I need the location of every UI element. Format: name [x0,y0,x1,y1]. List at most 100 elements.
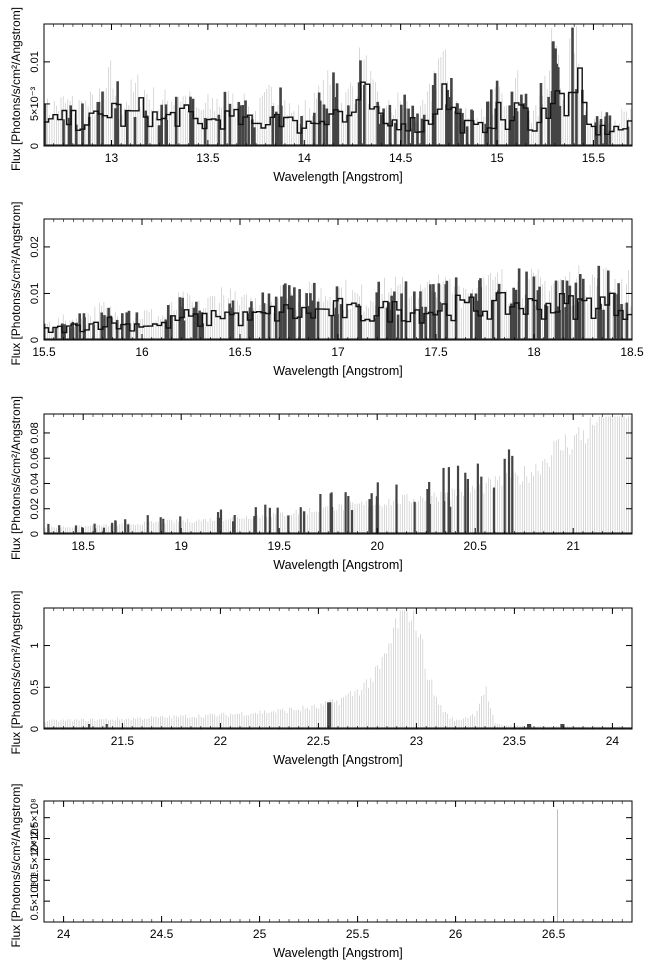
flux-bar [313,112,316,146]
x-tick-label: 13 [105,151,119,165]
y-axis-label: Flux [Photons/s/cm²/Angstrom] [9,201,23,365]
x-tick-label: 25 [253,927,267,941]
flux-bar [244,100,247,146]
flux-bar [363,84,366,146]
flux-bar [407,108,410,146]
flux-bar [449,103,452,146]
x-tick-label: 24 [57,927,71,941]
flux-bar [620,304,623,340]
flux-bar [164,319,168,340]
flux-bar [101,91,104,146]
x-tick-label: 26.5 [542,927,566,941]
flux-bar [575,89,578,146]
flux-bar [268,507,271,534]
flux-bar [218,517,221,534]
flux-bar [165,119,169,146]
flux-bar [307,305,311,340]
flux-bar [303,511,306,534]
x-axis-label: Wavelength [Angstrom] [273,170,402,184]
flux-bar [195,301,198,340]
flux-bar [424,306,427,340]
flux-bar [470,293,473,340]
flux-bar [127,310,131,340]
flux-bar [334,307,338,340]
flux-bar [464,472,467,534]
flux-bar [316,301,320,340]
flux-bar [160,104,163,146]
flux-bar [67,117,71,146]
flux-bar [247,116,250,146]
x-tick-label: 15.5 [32,345,56,359]
flux-bar [597,265,601,340]
flux-bar [87,116,91,146]
flux-bar [319,493,322,534]
flux-bar [71,321,75,340]
flux-bar [456,103,459,146]
x-tick-label: 24.5 [150,927,174,941]
flux-bar [299,123,303,146]
flux-bar [442,467,445,534]
flux-bar [317,92,321,146]
panel-2: 15.5 16 16.5 17 17.5 18 18.5 0 0.01 0.02 Wavelengt… [9,201,644,378]
flux-bar [247,313,251,340]
flux-bar [536,290,540,340]
flux-bar [114,108,117,146]
flux-bar [271,106,275,146]
flux-bar [560,723,563,729]
x-tick-label: 13.5 [196,151,220,165]
y-tick-label: 0.5×10⁸ [29,882,41,921]
flux-bar [81,527,84,534]
flux-bar [230,307,233,340]
flux-bar [102,527,106,534]
y-tick-label: 0.02 [29,498,41,519]
flux-bar [359,60,362,146]
flux-bar [96,102,100,146]
flux-bar [561,280,565,340]
flux-bar [374,317,378,340]
flux-bar [241,105,245,146]
y-tick-label: 2×10⁸ [29,824,41,853]
flux-bar [145,115,149,146]
flux-bar [111,522,114,534]
flux-bar [54,328,58,340]
flux-bar [124,519,127,534]
y-tick-label: 1.5×10⁸ [29,840,41,879]
flux-bar [419,291,422,340]
x-tick-label: 19.5 [268,539,292,553]
flux-bar [75,124,78,146]
x-tick-label: 22.5 [307,734,331,748]
flux-bar [330,315,334,340]
flux-bar [217,114,221,146]
x-tick-label: 25.5 [346,927,370,941]
flux-bar [577,301,580,340]
y-tick-label: 2.5×10⁸ [29,798,41,837]
flux-bar [489,89,493,146]
flux-bar [219,509,223,534]
flux-bar [613,292,617,340]
x-tick-label: 14.5 [389,151,413,165]
flux-bar [404,281,408,340]
flux-bar [599,118,603,146]
flux-bar [100,312,104,340]
flux-bar [608,115,612,146]
x-tick-label: 14 [298,151,312,165]
flux-bar [428,503,431,534]
flux-bar [228,103,232,146]
series-line [44,67,632,136]
flux-bar [228,303,232,340]
flux-bar [116,118,120,146]
flux-bar [394,122,397,146]
y-tick-label: 0.01 [29,51,41,72]
flux-bar [503,458,506,534]
flux-bar [82,313,86,340]
flux-bar [62,119,65,146]
flux-bar [44,326,46,340]
flux-bar [191,98,195,146]
flux-bar [47,523,50,534]
flux-bar [496,290,500,340]
flux-bar [179,516,182,534]
flux-bar [336,110,340,146]
y-tick-label: 0.02 [29,236,41,257]
flux-bar [233,514,236,534]
